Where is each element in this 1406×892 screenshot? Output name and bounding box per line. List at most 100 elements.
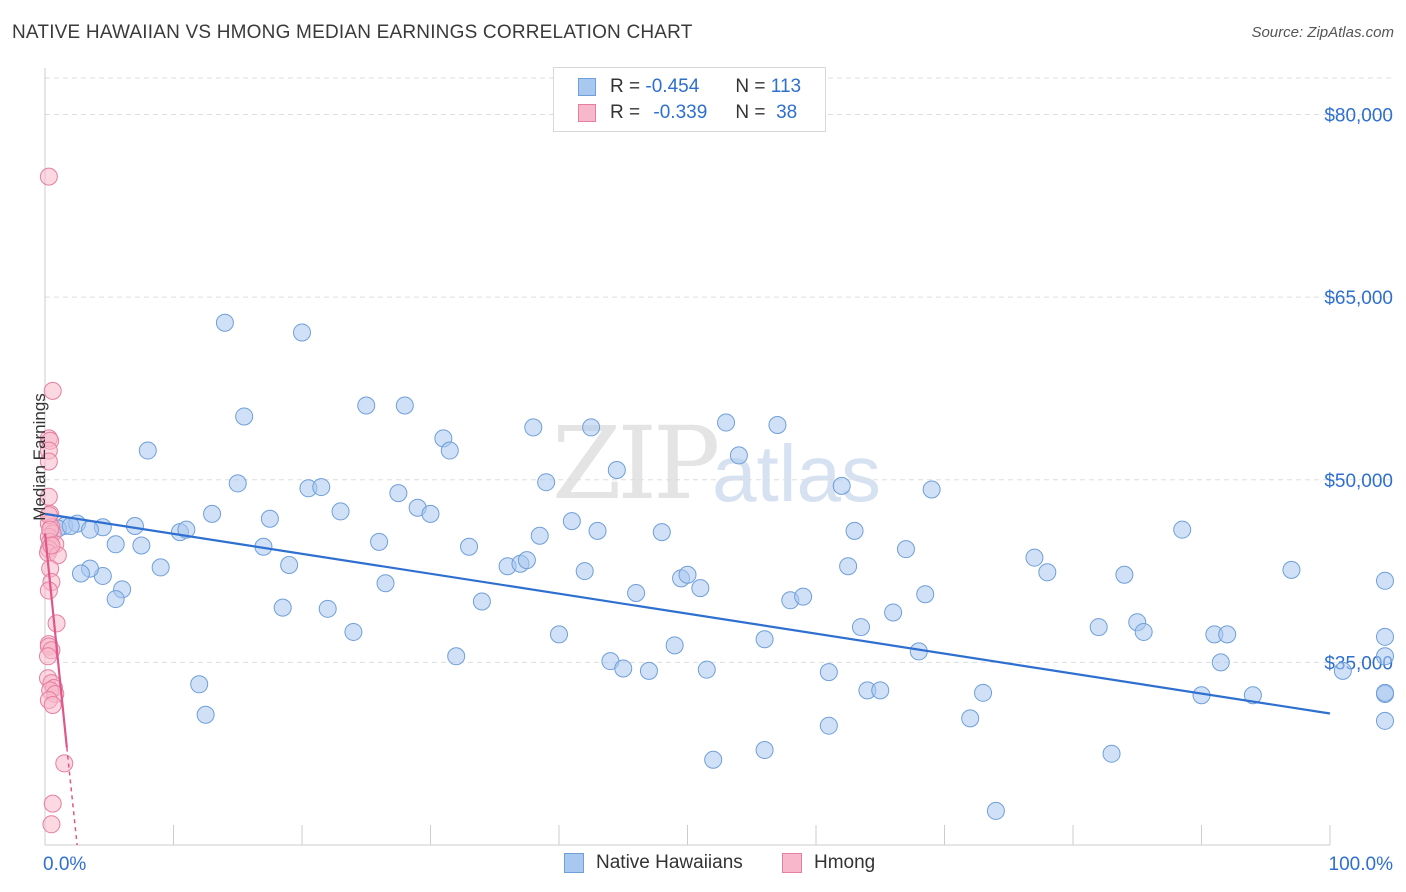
native-hawaiians-point (974, 683, 993, 702)
native-hawaiians-point (652, 523, 671, 542)
y-axis-label: Median Earnings (30, 393, 49, 521)
legend-r-label: R = (610, 102, 641, 123)
native-hawaiians-point (1173, 520, 1192, 539)
native-hawaiians-point (132, 536, 151, 555)
hmong-point (39, 167, 58, 186)
native-hawaiians-point (376, 574, 395, 593)
native-hawaiians-point (190, 675, 209, 694)
bottom-legend-label: Native Hawaiians (596, 852, 743, 873)
native-hawaiians-point (228, 474, 247, 493)
native-hawaiians-point (1243, 686, 1262, 705)
native-hawaiians-point (524, 418, 543, 437)
native-hawaiians-point (1102, 744, 1121, 763)
native-hawaiians-point (819, 716, 838, 735)
native-hawaiians-point (517, 551, 536, 570)
native-hawaiians-point (151, 558, 170, 577)
native-hawaiians-point (138, 441, 157, 460)
native-hawaiians-point (1038, 563, 1057, 582)
native-hawaiians-point (1282, 560, 1301, 579)
bottom-legend-label: Hmong (814, 852, 876, 873)
native-hawaiians-point (61, 517, 80, 536)
watermark-atlas: atlas (712, 429, 881, 518)
native-hawaiians-point (196, 705, 215, 724)
native-hawaiians-point (1376, 627, 1394, 646)
native-hawaiians-point (472, 592, 491, 611)
native-hawaiians-point (550, 625, 568, 644)
native-hawaiians-point (614, 659, 633, 678)
hmong-trend-extension (66, 747, 78, 846)
x-tick-label-max: 100.0% (1329, 854, 1394, 875)
native-hawaiians-point (447, 647, 466, 666)
native-hawaiians-point (575, 562, 594, 581)
legend-swatch-hmong (578, 104, 596, 122)
native-hawaiians-point (639, 661, 658, 680)
native-hawaiians-point (986, 801, 1005, 820)
native-hawaiians-point (697, 660, 716, 679)
native-hawaiians-point (961, 709, 980, 728)
native-hawaiians-point (203, 504, 222, 523)
native-hawaiians-point (1218, 625, 1237, 644)
native-hawaiians-point (884, 603, 903, 622)
native-hawaiians-point (916, 585, 935, 604)
native-hawaiians-point (357, 396, 376, 415)
bottom-legend-swatch-hmong (782, 853, 802, 873)
native-hawaiians-point (460, 537, 479, 556)
x-tick-label-min: 0.0% (43, 854, 86, 875)
native-hawaiians-point (106, 590, 125, 609)
legend-n-value: 113 (770, 76, 802, 97)
native-hawaiians-point (588, 521, 607, 540)
legend-n-label: N = (735, 76, 766, 97)
native-hawaiians-point (530, 526, 549, 545)
native-hawaiians-point (922, 480, 941, 499)
native-hawaiians-point (729, 446, 748, 465)
bottom-legend-native-hawaiians[interactable]: Native Hawaiians (564, 852, 743, 874)
native-hawaiians-point (1089, 618, 1108, 637)
native-hawaiians-point (755, 741, 774, 760)
native-hawaiians-point (896, 540, 915, 559)
native-hawaiians-point (1025, 548, 1044, 567)
native-hawaiians-point (71, 564, 90, 583)
native-hawaiians-point (768, 415, 787, 434)
native-hawaiians-point (607, 461, 626, 480)
native-hawaiians-point (691, 579, 710, 598)
native-hawaiians-point (395, 396, 414, 415)
native-hawaiians-point (755, 630, 774, 649)
legend-r-value: -0.454 (645, 76, 700, 97)
bottom-legend-hmong[interactable]: Hmong (782, 852, 875, 874)
native-hawaiians-point (704, 750, 723, 769)
hmong-point (39, 581, 58, 600)
native-hawaiians-point (871, 681, 890, 700)
native-hawaiians-point (1376, 711, 1394, 730)
hmong-point (39, 452, 58, 471)
chart-title: NATIVE HAWAIIAN VS HMONG MEDIAN EARNINGS… (12, 22, 693, 43)
y-tick-label: $80,000 (1324, 106, 1393, 127)
native-hawaiians-point (440, 441, 459, 460)
y-tick-label: $65,000 (1324, 288, 1393, 309)
native-hawaiians-point (794, 587, 813, 606)
hmong-point (43, 794, 62, 813)
native-hawaiians-point (177, 520, 196, 539)
native-hawaiians-point (318, 599, 337, 618)
legend-n-value: 38 (776, 102, 798, 123)
native-hawaiians-point (819, 663, 838, 682)
native-hawaiians-point (665, 636, 684, 655)
native-hawaiians-point (106, 535, 125, 554)
native-hawaiians-point (273, 598, 292, 617)
legend-r-label: R = (610, 76, 641, 97)
legend-r-value: -0.339 (653, 102, 708, 123)
native-hawaiians-point (1115, 565, 1134, 584)
native-hawaiians-point (839, 557, 858, 576)
native-hawaiians-point (832, 476, 851, 495)
native-hawaiians-point (215, 313, 234, 332)
native-hawaiians-point (582, 418, 601, 437)
hmong-point (43, 695, 62, 714)
native-hawaiians-point (1211, 653, 1230, 672)
native-hawaiians-point (235, 407, 254, 426)
hmong-trend-line (43, 533, 68, 748)
hmong-point (55, 754, 74, 773)
native-hawaiians-point (627, 583, 646, 602)
native-hawaiians-point (280, 555, 299, 574)
hmong-point (47, 614, 66, 633)
hmong-point (43, 381, 62, 400)
native-hawaiians-point (1333, 661, 1352, 680)
